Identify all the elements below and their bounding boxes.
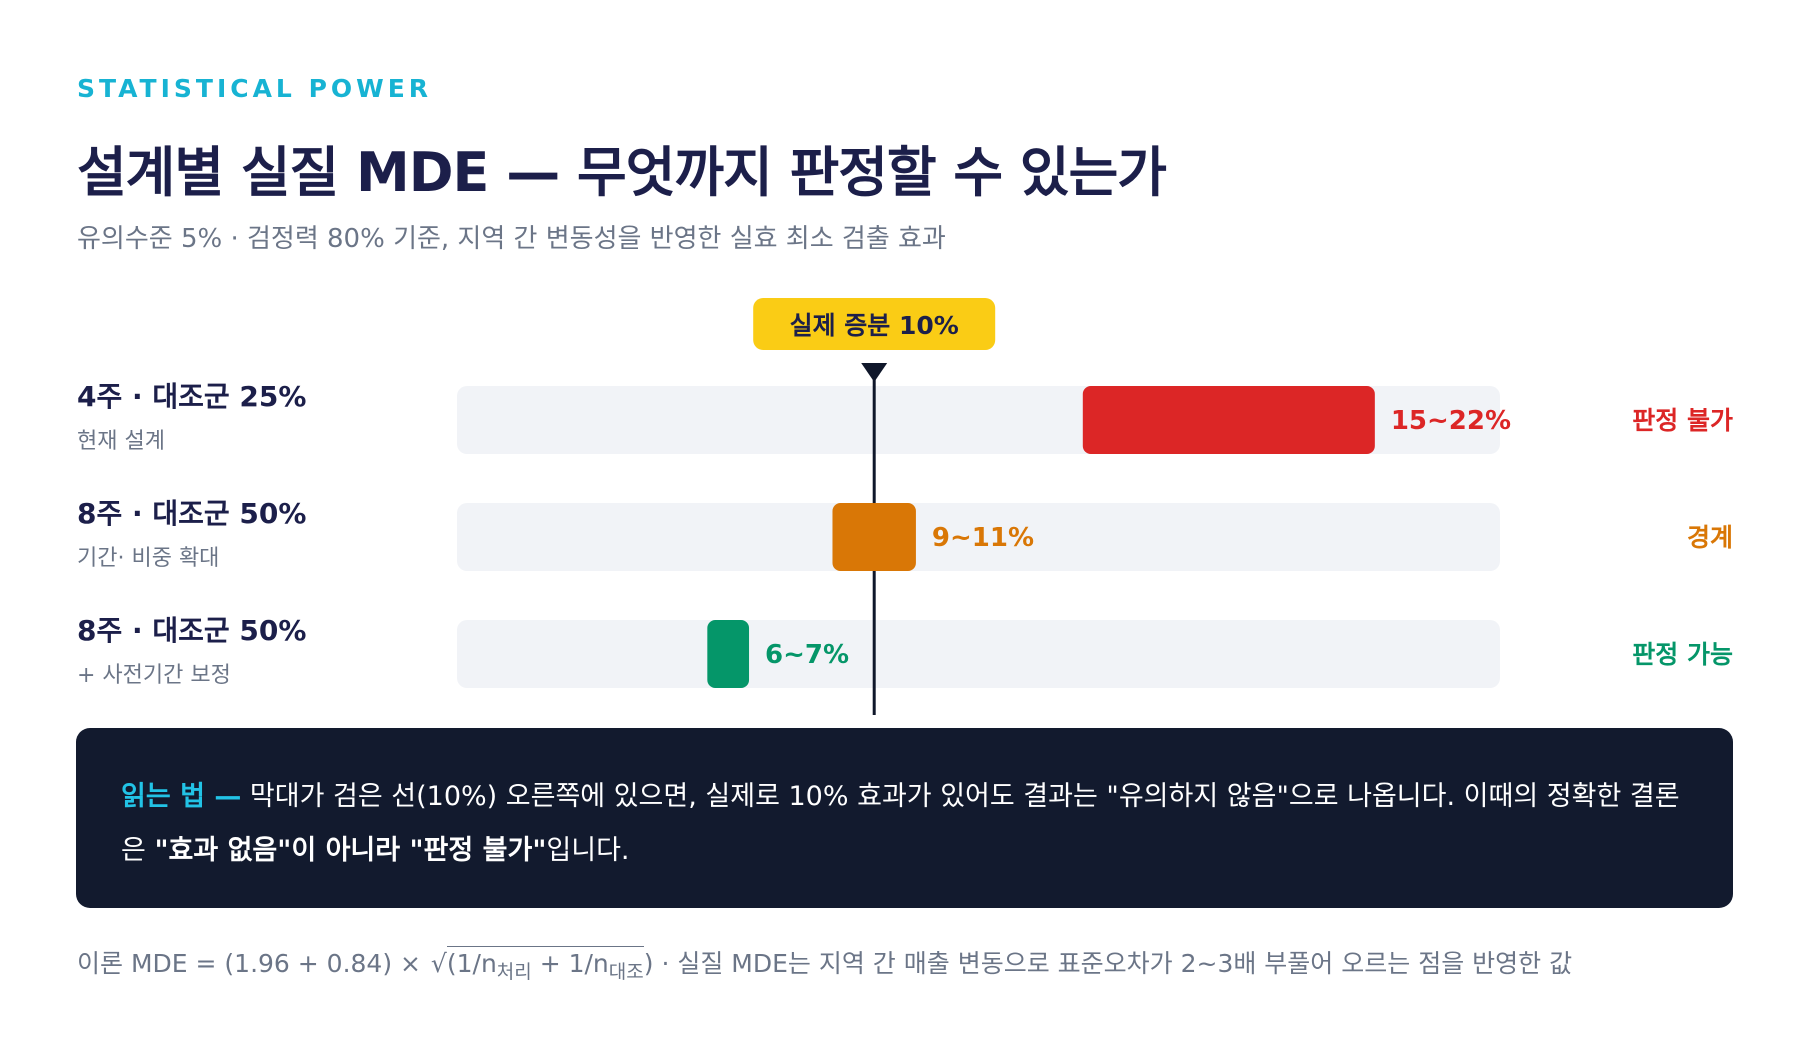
footnote-part3: + 1/n [531,949,609,978]
range-value-label: 15~22% [1391,406,1511,436]
callout-text-end: 입니다. [546,835,630,866]
footnote-sub-treatment: 처리 [496,961,532,983]
reference-marker [861,363,888,382]
sqrt-symbol: √ [430,949,447,978]
row-subtitle: 기간· 비중 확대 [77,546,219,571]
footnote-part2: (1/n [446,949,497,978]
formula-footnote: 이론 MDE = (1.96 + 0.84) × √(1/n처리 + 1/n대조… [77,944,1572,984]
callout-text: 막대가 검은 선(10%) 오른쪽에 있으면, 실제로 10% 효과가 있어도 … [121,781,1680,866]
sqrt-radicand: (1/n처리 + 1/n대조 [446,946,644,984]
row-subtitle: 현재 설계 [77,429,165,454]
callout-emphasis: "효과 없음"이 아니라 "판정 불가" [154,835,547,866]
reference-label-pill [753,298,996,350]
range-value-label: 6~7% [765,640,849,670]
eyebrow-label: STATISTICAL POWER [77,74,433,103]
chart-subtitle: 유의수준 5% · 검정력 80% 기준, 지역 간 변동성을 반영한 실효 최… [77,224,946,254]
footnote-sub-control: 대조 [608,961,644,983]
chart-title: 설계별 실질 MDE — 무엇까지 판정할 수 있는가 [77,141,1167,204]
bar-track [457,620,1500,688]
range-bar [1082,386,1375,454]
verdict-label: 판정 가능 [1632,640,1733,669]
row-title: 8주 · 대조군 50% [77,614,306,647]
mde-range-chart: 실제 증분 10% 4주 · 대조군 25% 현재 설계 15~22% 판정 불가 8주 … [77,298,1733,715]
bar-track [457,503,1500,571]
callout-lead: 읽는 법 — [121,781,242,812]
row-title: 4주 · 대조군 25% [77,380,306,413]
verdict-label: 경계 [1687,523,1733,552]
footnote-part1: 이론 MDE = (1.96 + 0.84) × [77,949,429,978]
verdict-label: 판정 불가 [1632,406,1733,435]
range-bar [832,503,916,571]
footnote-part4: ) · 실질 MDE는 지역 간 매출 변동으로 표준오차가 2~3배 부풀어 … [643,949,1573,978]
range-bar [707,620,750,688]
row-title: 8주 · 대조군 50% [77,497,306,530]
row-subtitle: + 사전기간 보정 [77,663,231,688]
reading-guide-callout: 읽는 법 — 막대가 검은 선(10%) 오른쪽에 있으면, 실제로 10% 효… [76,728,1733,908]
reference-label: 실제 증분 10% [790,311,959,340]
range-value-label: 9~11% [932,523,1034,553]
